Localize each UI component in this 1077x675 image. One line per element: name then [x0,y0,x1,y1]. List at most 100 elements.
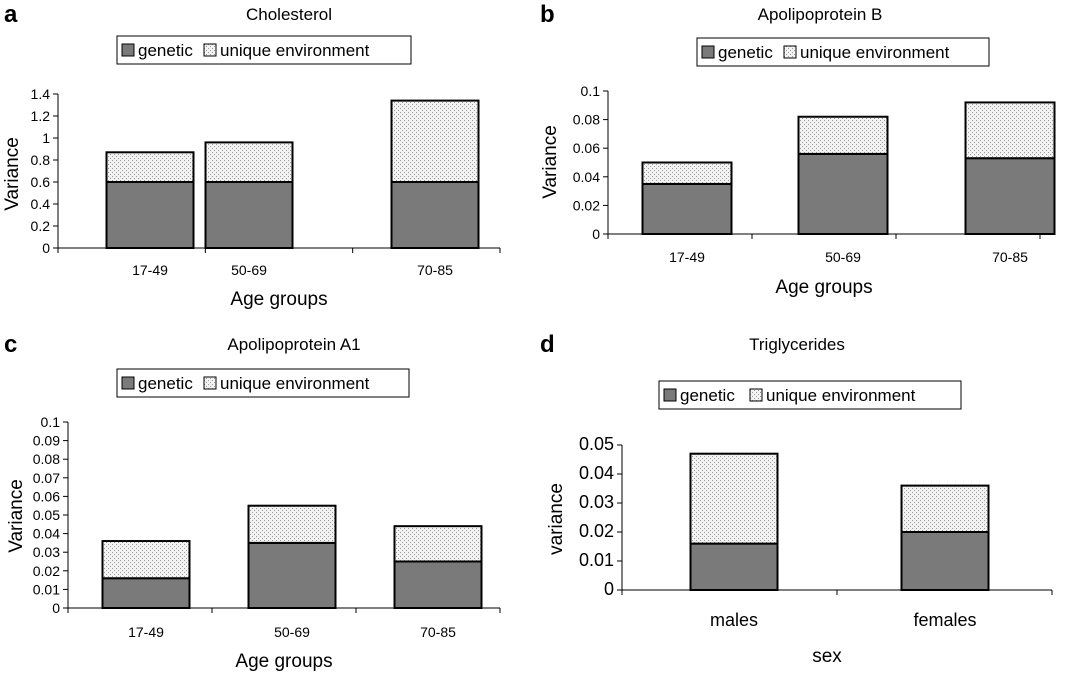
legend-frame [116,368,410,398]
legend-swatch-genetic [701,45,715,59]
legend-label-genetic: genetic [138,41,193,60]
legend-label-genetic: genetic [718,43,773,62]
y-axis-label: variance [546,483,567,555]
y-tick-label: 0.05 [579,434,614,454]
legend-frame [658,380,962,410]
y-tick-label: 0.02 [33,563,60,579]
legend-frame [696,37,990,67]
bar-unique-environment-17-49 [101,540,191,580]
y-tick-label: 0.2 [31,218,51,234]
chart-title: Triglycerides [749,335,845,354]
legend-label-unique-environment: unique environment [766,386,916,405]
legend-label-unique-environment: unique environment [800,43,950,62]
legend-swatch-unique-environment [783,45,797,59]
chart-panel-d: d Triglycerides genetic unique environment 0… [540,331,1053,667]
y-tick-label: 0 [604,579,614,599]
y-tick-label: 0.1 [581,83,601,99]
x-category-label: 17-49 [128,624,164,640]
y-axis-label: Variance [2,137,23,211]
x-category-label: 17-49 [132,262,168,278]
bar-genetic-50-69 [247,541,337,610]
x-axis-label: Age groups [775,277,872,298]
panel-letter: d [540,331,555,358]
y-tick-label: 0.4 [31,196,51,212]
y-tick-label: 1 [42,130,50,146]
x-category-label: 17-49 [669,249,705,265]
bar-genetic-17-49 [105,181,195,249]
bar-genetic-50-69 [797,152,889,235]
bar-unique-environment-70-85 [393,525,483,563]
y-tick-label: 0.01 [579,550,614,570]
legend-swatch-unique-environment [749,388,763,402]
bar-genetic-females [900,531,990,591]
bar-genetic-70-85 [393,560,483,609]
y-tick-label: 0.02 [573,197,600,213]
legend: genetic unique environment [696,37,990,67]
panel-letter: b [540,1,555,28]
legend-swatch-genetic [121,43,135,57]
bar-genetic-17-49 [101,577,191,609]
y-tick-label: 0.04 [33,526,60,542]
bar-unique-environment-50-69 [797,115,889,155]
bar-unique-environment-males [689,452,779,545]
y-tick-label: 0.1 [41,414,61,430]
legend-swatch-genetic [121,376,135,390]
chart-title: Cholesterol [246,5,332,24]
y-axis-label: Variance [540,125,561,199]
bar-genetic-17-49 [641,182,733,235]
y-tick-label: 0.05 [33,507,60,523]
chart-title: Apolipoprotein B [758,5,883,24]
chart-panel-b: b Apolipoprotein B genetic unique environme… [540,1,1056,298]
y-tick-label: 0.03 [33,544,60,560]
bar-unique-environment-17-49 [641,161,733,185]
x-category-label: 70-85 [420,624,456,640]
bar-unique-environment-females [900,484,990,534]
bar-genetic-50-69 [204,181,294,249]
x-axis-label: sex [812,646,842,667]
y-tick-label: 1.4 [31,86,51,102]
legend: genetic unique environment [116,35,412,65]
bar-genetic-70-85 [964,157,1056,236]
y-tick-label: 0.02 [579,521,614,541]
x-category-label: 70-85 [992,249,1028,265]
bar-unique-environment-70-85 [390,99,480,183]
legend-label-genetic: genetic [680,386,735,405]
legend: genetic unique environment [116,368,410,398]
y-tick-label: 0 [52,600,60,616]
y-tick-label: 0.08 [33,451,60,467]
y-tick-label: 0.06 [573,140,600,156]
panel-letter: c [4,331,17,358]
legend-label-unique-environment: unique environment [220,374,370,393]
legend-swatch-genetic [663,388,677,402]
y-tick-label: 0.08 [573,112,600,128]
chart-title: Apolipoprotein A1 [227,335,360,354]
y-tick-label: 0 [42,240,50,256]
bar-unique-environment-70-85 [964,101,1056,160]
y-tick-label: 0 [592,226,600,242]
y-tick-label: 0.04 [579,463,614,483]
bar-unique-environment-50-69 [204,141,294,183]
legend-frame [116,35,412,65]
x-category-label: 50-69 [231,262,267,278]
legend-label-genetic: genetic [138,374,193,393]
y-tick-label: 0.04 [573,169,600,185]
panel-letter: a [4,1,18,28]
x-axis-label: Age groups [235,651,332,672]
x-category-label: 50-69 [825,249,861,265]
y-tick-label: 0.06 [33,488,60,504]
legend-label-unique-environment: unique environment [220,41,370,60]
bar-genetic-males [689,542,779,591]
y-tick-label: 1.2 [31,108,51,124]
x-category-label: 50-69 [274,624,310,640]
bar-unique-environment-17-49 [105,151,195,184]
bar-genetic-70-85 [390,181,480,249]
y-tick-label: 0.09 [33,433,60,449]
y-axis-label: Variance [6,479,27,553]
legend: genetic unique environment [658,380,962,410]
y-tick-label: 0.8 [31,152,51,168]
bar-unique-environment-50-69 [247,504,337,544]
y-tick-label: 0.01 [33,581,60,597]
chart-panel-c: c Apolipoprotein A1 genetic unique environm… [4,331,501,672]
chart-panel-a: a Cholesterol genetic unique environment 0 0.… [2,1,501,310]
